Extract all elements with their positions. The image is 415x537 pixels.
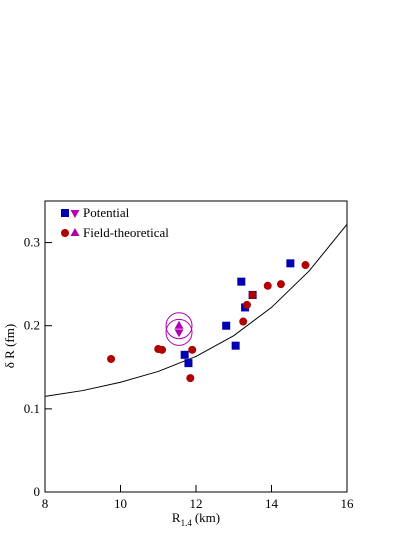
point-circle: [158, 345, 167, 354]
point-circle: [301, 261, 310, 270]
point-square: [61, 209, 69, 217]
x-tick-label: 14: [265, 496, 279, 511]
plot-frame: [44, 200, 348, 493]
point-square: [180, 350, 189, 359]
point-circle: [61, 229, 69, 237]
point-square: [222, 321, 231, 330]
point-circle: [188, 345, 197, 354]
x-tick-label: 10: [114, 496, 127, 511]
y-tick-label: 0.2: [24, 318, 40, 333]
point-circle: [242, 300, 251, 309]
x-axis-label: R1.4 (km): [172, 510, 220, 528]
error-ring: [165, 318, 193, 346]
point-circle: [263, 281, 272, 290]
error-ring: [165, 312, 193, 340]
point-triangle-up: [70, 228, 80, 236]
point-circle: [107, 354, 116, 363]
point-square: [184, 359, 193, 368]
point-circle: [186, 374, 195, 383]
x-label-unit: (km): [195, 510, 220, 525]
x-label-sub: 1.4: [181, 518, 193, 528]
y-tick-label: 0: [34, 484, 41, 499]
x-tick-label: 16: [341, 496, 355, 511]
x-tick-label: 8: [42, 496, 49, 511]
point-circle: [276, 280, 285, 289]
point-triangle-down: [174, 329, 184, 338]
point-triangle-down: [70, 210, 80, 218]
point-circle: [239, 317, 248, 326]
point-triangle-up: [174, 320, 184, 329]
legend-label: Field-theoretical: [83, 225, 169, 240]
y-tick-label: 0.1: [24, 401, 40, 416]
legend-label: Potential: [83, 205, 130, 220]
y-tick-label: 0.3: [24, 235, 40, 250]
x-label-main: R: [172, 510, 181, 525]
point-square: [286, 259, 295, 268]
point-square: [237, 277, 246, 286]
y-axis-label: δ R (fm): [2, 324, 17, 368]
x-tick-label: 12: [190, 496, 203, 511]
point-circle: [248, 290, 257, 299]
fit-curve: [44, 223, 348, 397]
point-square: [231, 341, 240, 350]
